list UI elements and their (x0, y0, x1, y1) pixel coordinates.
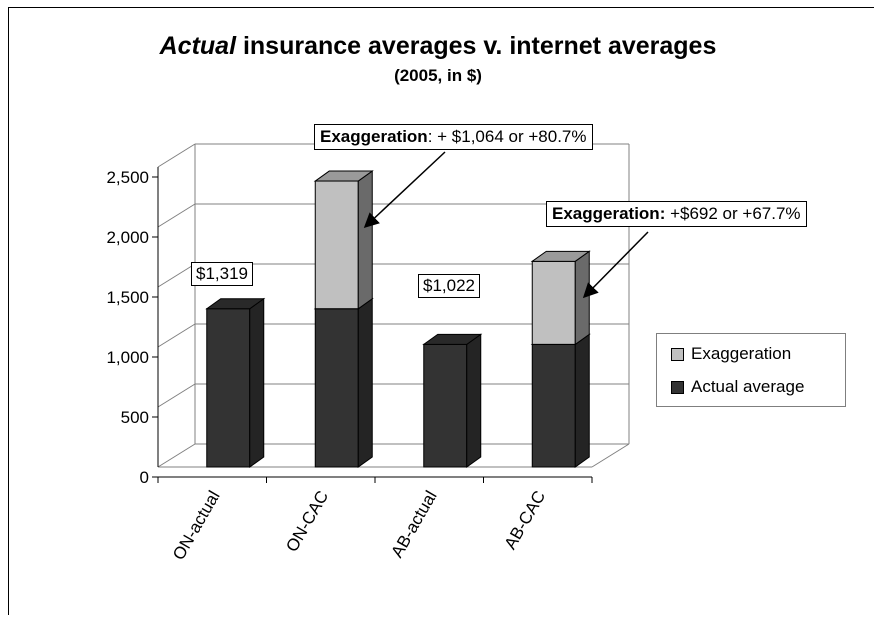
bar-1-1 (315, 181, 358, 309)
annotation-arrow-on-cac (366, 152, 445, 226)
annotation-ab-cac-bold: Exaggeration: (552, 204, 665, 223)
bar-0-1 (315, 309, 358, 467)
bar-0-3 (532, 344, 575, 467)
bar-0-2 (424, 344, 467, 467)
x-tick-label: AB-actual (387, 488, 440, 561)
legend-label-exaggeration: Exaggeration (691, 344, 791, 364)
side-wall-gridline (158, 384, 195, 407)
x-tick-label: ON-CAC (282, 488, 332, 556)
bar-side-1-3 (575, 251, 589, 344)
floor-right-edge (592, 444, 629, 467)
annotation-on-cac-text: : + $1,064 or +80.7% (428, 127, 587, 146)
x-tick-label: AB-CAC (501, 488, 550, 553)
y-tick-label: 2,500 (106, 168, 149, 187)
legend-swatch-exaggeration (671, 348, 684, 361)
bar-side-0-0 (250, 299, 264, 467)
legend-item-exaggeration: Exaggeration (671, 344, 791, 364)
legend-item-actual-average: Actual average (671, 377, 804, 397)
y-tick-label: 500 (121, 408, 149, 427)
annotation-ab-cac: Exaggeration: +$692 or +67.7% (546, 201, 807, 227)
annotation-ab-cac-text: +$692 or +67.7% (665, 204, 800, 223)
value-label-ab-actual: $1,022 (418, 274, 480, 298)
y-tick-label: 0 (140, 468, 149, 487)
y-tick-label: 1,000 (106, 348, 149, 367)
value-label-on-actual: $1,319 (191, 262, 253, 286)
side-wall-gridline (158, 324, 195, 347)
side-wall-gridline (158, 264, 195, 287)
side-wall-gridline (158, 444, 195, 467)
y-tick-label: 2,000 (106, 228, 149, 247)
x-tick-label: ON-actual (169, 488, 224, 564)
bar-side-1-1 (358, 171, 372, 309)
side-wall-gridline (158, 204, 195, 227)
legend-label-actual-average: Actual average (691, 377, 804, 397)
bar-0-0 (207, 309, 250, 467)
annotation-on-cac-bold: Exaggeration (320, 127, 428, 146)
annotation-on-cac: Exaggeration: + $1,064 or +80.7% (314, 124, 593, 150)
bar-side-0-1 (358, 299, 372, 467)
y-tick-label: 1,500 (106, 288, 149, 307)
bar-side-0-3 (575, 334, 589, 467)
side-wall-gridline (158, 144, 195, 167)
bar-side-0-2 (467, 334, 481, 467)
legend-swatch-actual-average (671, 381, 684, 394)
legend: Exaggeration Actual average (656, 333, 846, 407)
bar-1-3 (532, 261, 575, 344)
